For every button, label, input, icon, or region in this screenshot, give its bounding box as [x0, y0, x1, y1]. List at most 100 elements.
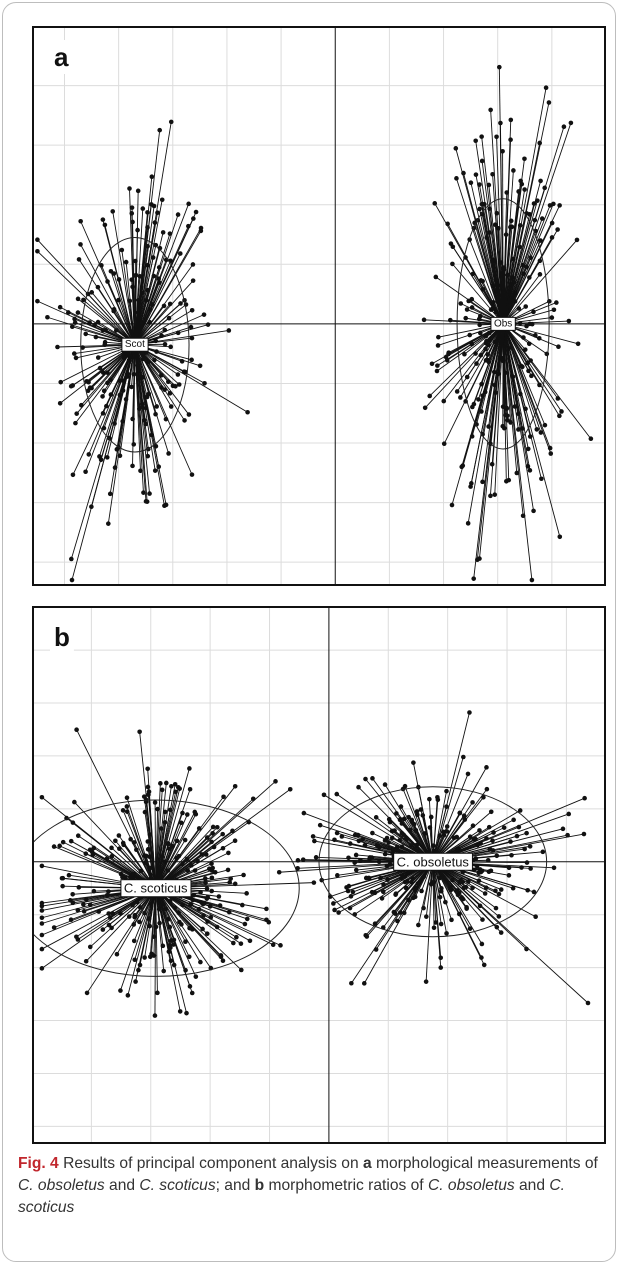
data-point — [154, 404, 159, 409]
data-point — [178, 820, 184, 826]
data-point — [129, 211, 135, 216]
data-point — [352, 860, 357, 865]
data-point — [150, 255, 156, 260]
data-point — [68, 838, 74, 844]
data-point — [163, 416, 169, 422]
data-point — [505, 413, 510, 419]
data-point — [104, 455, 110, 460]
data-point — [101, 388, 107, 394]
data-point — [220, 958, 226, 964]
data-point — [386, 840, 391, 845]
data-point — [489, 461, 495, 467]
caption-italic-3: C. obsoletus — [427, 1177, 515, 1194]
data-point — [358, 858, 363, 863]
data-point — [409, 819, 415, 825]
data-point — [225, 867, 231, 873]
data-point — [74, 727, 79, 733]
data-point — [146, 391, 152, 397]
data-point — [549, 220, 555, 226]
data-point — [245, 409, 250, 415]
data-point — [414, 809, 420, 814]
data-point — [106, 521, 111, 526]
data-point — [158, 781, 163, 786]
data-point — [89, 290, 95, 295]
data-point — [175, 372, 181, 377]
spoke-line — [59, 344, 136, 404]
data-point — [166, 451, 171, 456]
data-point — [488, 307, 494, 312]
spoke-line — [134, 344, 147, 425]
data-point — [516, 411, 521, 417]
data-point — [500, 423, 506, 429]
data-point — [173, 789, 178, 795]
group-ellipse — [456, 198, 550, 450]
data-point — [433, 274, 439, 280]
spoke-line — [452, 246, 504, 325]
data-point — [218, 954, 224, 960]
data-point — [137, 919, 142, 925]
data-point — [39, 921, 45, 926]
group-1 — [32, 727, 317, 1018]
data-point — [270, 942, 276, 948]
data-point — [180, 810, 185, 816]
data-point — [355, 832, 361, 838]
spoke-line — [103, 344, 136, 392]
data-point — [172, 781, 178, 787]
spoke-line — [432, 861, 502, 933]
spoke-line — [71, 344, 136, 581]
spoke-line — [456, 178, 504, 325]
data-point — [159, 197, 165, 203]
data-point — [207, 904, 213, 909]
data-point — [311, 880, 317, 885]
data-point — [132, 957, 138, 963]
data-point — [142, 809, 148, 815]
spoke-line — [126, 806, 157, 889]
caption-bold-a: a — [362, 1155, 372, 1172]
chart-panel-a: Scot Obs a — [32, 26, 606, 586]
data-point — [348, 894, 354, 899]
spoke-line — [462, 323, 504, 466]
data-point — [488, 868, 494, 874]
data-point — [444, 931, 449, 936]
data-point — [205, 894, 211, 900]
data-point — [78, 218, 83, 224]
data-point — [443, 354, 449, 360]
panel-label: a — [54, 42, 69, 72]
data-point — [132, 912, 138, 918]
data-point — [480, 287, 486, 292]
data-point — [467, 710, 472, 715]
spoke-line — [41, 887, 156, 969]
data-point — [193, 209, 199, 215]
data-point — [420, 813, 426, 818]
data-point — [75, 833, 81, 839]
data-point — [585, 1000, 591, 1006]
data-point — [406, 897, 411, 903]
data-point — [198, 959, 203, 965]
data-point — [124, 804, 130, 809]
data-point — [70, 892, 75, 897]
data-point — [540, 849, 546, 855]
data-point — [188, 324, 194, 330]
data-point — [494, 924, 500, 930]
data-point — [510, 885, 516, 891]
data-point — [470, 800, 475, 805]
data-point — [514, 470, 520, 476]
data-point — [477, 828, 482, 833]
data-point — [441, 441, 447, 446]
data-point — [488, 809, 494, 815]
data-point — [205, 322, 211, 327]
data-point — [481, 962, 487, 968]
group-ellipse — [80, 236, 190, 453]
data-point — [491, 830, 496, 835]
data-point — [168, 958, 174, 964]
data-point — [483, 358, 489, 363]
data-point — [128, 836, 133, 842]
data-point — [467, 926, 473, 931]
data-point — [55, 344, 60, 350]
spoke-line — [133, 344, 136, 445]
data-point — [152, 800, 158, 805]
data-point — [356, 784, 361, 790]
data-point — [247, 938, 253, 944]
data-point — [58, 379, 64, 385]
data-point — [68, 898, 73, 903]
